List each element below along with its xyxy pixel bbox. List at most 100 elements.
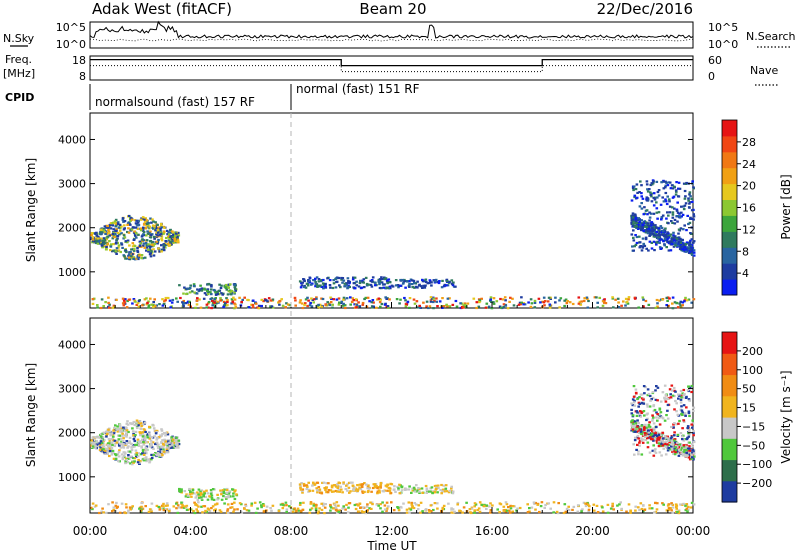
scatter-cell [679,398,683,401]
scatter-cell [409,508,413,511]
scatter-cell [675,209,679,212]
scatter-cell [676,244,680,247]
scatter-cell [650,247,654,250]
scatter-cell [681,238,684,242]
scatter-cell [158,508,162,511]
scatter-cell [596,306,599,309]
scatter-cell [563,503,567,506]
scatter-cell [149,234,152,237]
scatter-cell [234,489,237,492]
scatter-cell [640,437,643,440]
scatter-cell [265,505,269,508]
scatter-cell [135,419,139,422]
scatter-cell [98,238,101,241]
scatter-cell [144,447,148,450]
scatter-cell [364,276,368,279]
scatter-cell [658,432,662,435]
scatter-cell [114,454,118,457]
scatter-cell [658,407,662,410]
scatter-cell [209,492,213,495]
scatter-cell [299,486,302,489]
scatter-cell [419,285,423,288]
scatter-cell [376,298,379,301]
scatter-cell [352,282,356,285]
scatter-cell [686,505,690,508]
scatter-cell [135,421,138,424]
scatter-cell [630,402,633,405]
scatter-cell [643,225,647,228]
scatter-cell [648,394,652,398]
scatter-cell [645,209,649,212]
scatter-cell [166,449,169,453]
scatter-cell [97,240,100,243]
scatter-cell [277,509,281,513]
scatter-cell [631,245,634,248]
scatter-cell [368,507,371,510]
scatter-cell [501,298,505,301]
scatter-cell [215,503,219,506]
scatter-cell [120,232,123,235]
scatter-cell [178,284,181,287]
scatter-cell [332,279,335,282]
scatter-cell [666,443,669,446]
scatter-cell [667,503,671,506]
scatter-cell [547,296,551,299]
scatter-cell [172,441,176,444]
scatter-cell [294,299,297,302]
scatter-cell [651,230,654,233]
scatter-cell [117,438,121,441]
scatter-cell [450,511,453,514]
scatter-cell [408,306,411,309]
scatter-cell [130,218,134,221]
scatter-cell [432,508,435,512]
scatter-cell [188,291,192,294]
scatter-cell [361,506,365,509]
scatter-cell [648,234,651,237]
scatter-cell [373,281,377,284]
scatter-cell [147,510,151,513]
scatter-cell [424,484,428,488]
scatter-cell [682,419,686,422]
scatter-cell [125,440,129,443]
scatter-cell [324,488,327,492]
scatter-cell [379,298,382,301]
scatter-cell [669,396,673,399]
scatter-cell [635,422,638,425]
scatter-cell [461,511,464,514]
scatter-cell [688,414,691,418]
scatter-cell [356,489,359,492]
scatter-cell [674,450,677,454]
scatter-cell [124,503,128,506]
scatter-cell [91,502,95,505]
scatter-cell [225,297,228,300]
scatter-cell [640,207,644,210]
scatter-cell [642,385,646,388]
scatter-cell [418,306,421,309]
scatter-cell [353,486,356,489]
scatter-cell [370,279,374,282]
scatter-cell [99,440,103,443]
scatter-cell [304,302,307,305]
scatter-cell [141,438,144,441]
scatter-cell [156,231,160,234]
scatter-cell [670,237,673,241]
scatter-cell [665,414,668,417]
scatter-cell [177,439,181,442]
scatter-cell [384,296,387,299]
scatter-cell [620,507,623,510]
scatter-cell [176,440,180,444]
scatter-cell [443,284,447,287]
scatter-cell [108,306,111,309]
scatter-cell [665,202,669,206]
scatter-cell [388,490,392,493]
scatter-cell [356,488,360,491]
scatter-cell [549,296,552,299]
scatter-cell [653,408,657,412]
scatter-cell [117,455,121,458]
scatter-cell [137,440,141,444]
scatter-cell [332,507,335,510]
scatter-cell [113,221,117,224]
scatter-cell [124,434,128,437]
scatter-cell [141,229,145,232]
scatter-cell [120,502,124,505]
